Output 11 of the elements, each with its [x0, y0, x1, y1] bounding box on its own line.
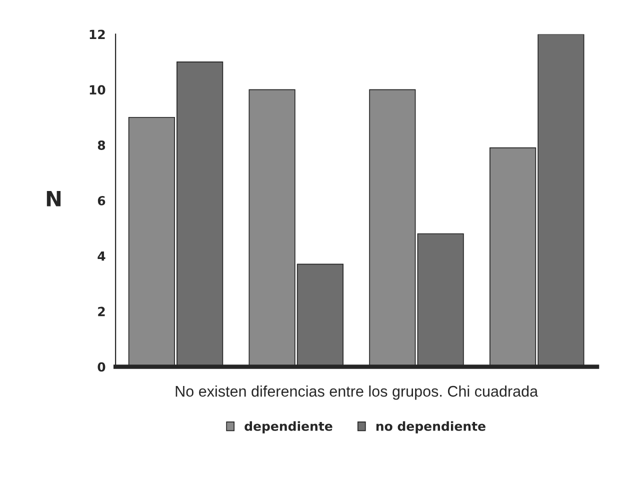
y-tick-label: 10	[90, 85, 106, 95]
y-tick-label: 4	[98, 252, 106, 261]
y-tick-label: 12	[90, 30, 105, 39]
y-axis-title: N	[46, 191, 61, 206]
legend-label: no dependiente	[376, 421, 486, 434]
x-axis-title: No existen diferencias entre los grupos. Chi cuadrada	[176, 386, 538, 400]
legend-label: dependiente	[244, 421, 332, 434]
y-tick-label: 8	[98, 140, 106, 150]
y-tick-label: 0	[98, 362, 106, 372]
y-tick-label: 2	[98, 306, 105, 316]
y-tick-label: 6	[98, 196, 106, 206]
